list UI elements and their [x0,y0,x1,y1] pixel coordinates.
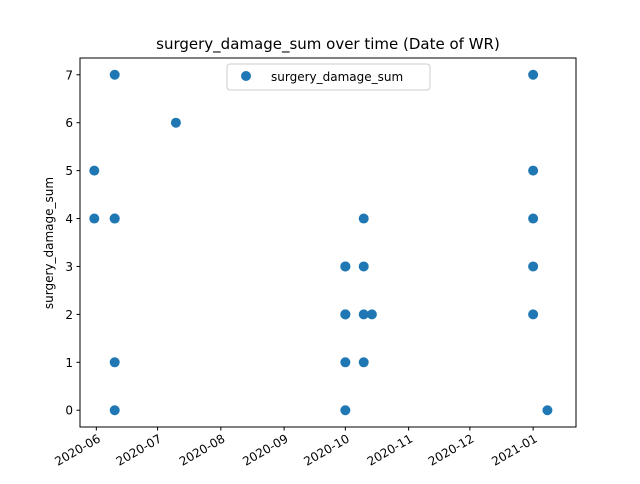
y-tick-label: 5 [65,164,73,178]
data-point [340,309,351,320]
y-tick-label: 3 [65,260,73,274]
data-point [109,213,120,224]
chart-title: surgery_damage_sum over time (Date of WR… [156,35,500,54]
data-point [358,213,369,224]
data-point [542,405,553,416]
y-tick-label: 4 [65,212,73,226]
data-point [358,261,369,272]
data-point [340,261,351,272]
y-axis-label: surgery_damage_sum [42,177,56,309]
data-point [340,405,351,416]
data-point [109,357,120,368]
data-point [366,309,377,320]
data-point [109,405,120,416]
data-point [528,165,539,176]
data-points [89,69,553,416]
data-point [89,165,100,176]
y-tick-label: 1 [65,356,73,370]
data-point [528,309,539,320]
plot-area-frame [79,57,577,428]
y-tick-label: 2 [65,308,73,322]
data-point [528,213,539,224]
data-point [528,261,539,272]
y-tick-label: 6 [65,116,73,130]
data-point [170,117,181,128]
data-point [528,69,539,80]
data-point [109,69,120,80]
data-point [340,357,351,368]
data-point [89,213,100,224]
data-point [358,357,369,368]
legend-label: surgery_damage_sum [271,70,403,84]
legend-box [226,63,431,91]
y-tick-label: 0 [65,404,73,418]
legend: surgery_damage_sum [226,63,431,91]
legend-marker [241,71,251,81]
data-point [358,309,369,320]
y-tick-label: 7 [65,68,73,82]
